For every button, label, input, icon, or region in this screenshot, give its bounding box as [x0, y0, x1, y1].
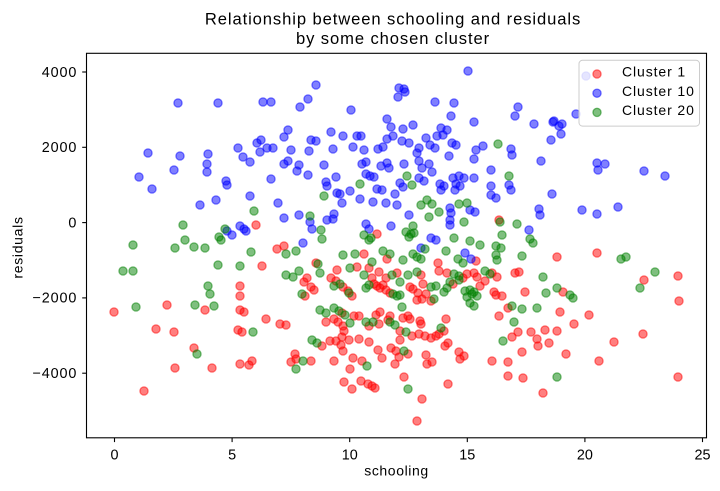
svg-text:10: 10: [342, 448, 358, 464]
svg-text:−2000: −2000: [33, 291, 78, 307]
svg-text:by some chosen cluster: by some chosen cluster: [296, 29, 490, 48]
svg-text:2000: 2000: [42, 140, 77, 156]
svg-text:Cluster 10: Cluster 10: [622, 83, 695, 99]
svg-text:Relationship between schooling: Relationship between schooling and resid…: [205, 10, 581, 29]
svg-text:Cluster 20: Cluster 20: [622, 102, 695, 118]
svg-text:5: 5: [228, 448, 236, 464]
svg-text:residuals: residuals: [9, 216, 25, 278]
svg-text:0: 0: [68, 215, 77, 231]
svg-text:schooling: schooling: [364, 463, 429, 479]
svg-text:0: 0: [110, 448, 118, 464]
svg-text:25: 25: [694, 448, 710, 464]
svg-text:20: 20: [577, 448, 593, 464]
svg-text:Cluster 1: Cluster 1: [622, 64, 686, 80]
svg-text:4000: 4000: [42, 65, 77, 81]
svg-text:−4000: −4000: [33, 366, 78, 382]
svg-text:15: 15: [459, 448, 475, 464]
